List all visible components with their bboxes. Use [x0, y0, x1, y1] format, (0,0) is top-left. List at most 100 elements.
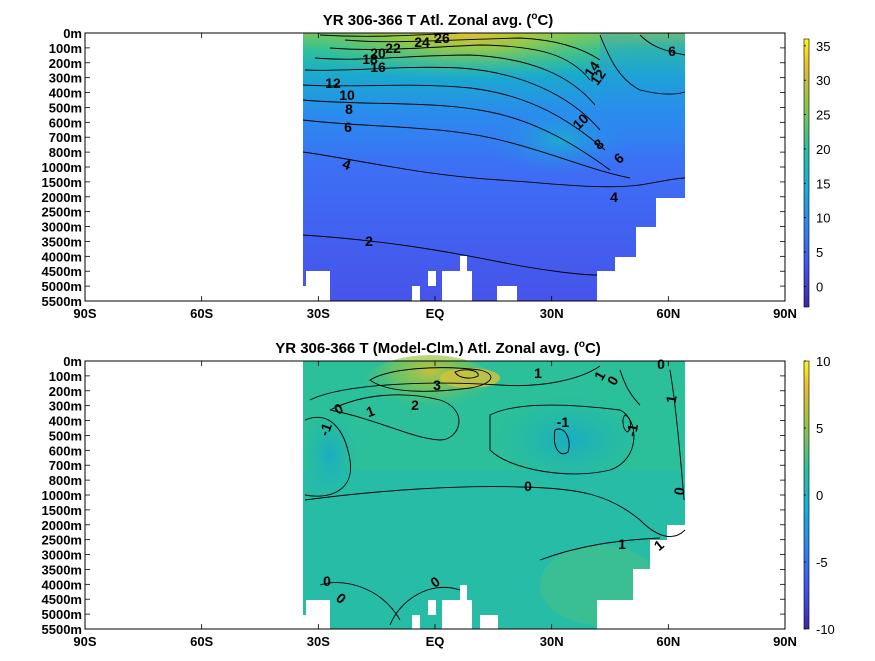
p1-label-26: 26	[434, 30, 450, 46]
colorbar-tick-label: 15	[816, 176, 830, 191]
y-tick-label: 100m	[49, 41, 82, 56]
colorbar-tick-label: 5	[816, 245, 823, 260]
p2-label-0d: 0	[524, 478, 532, 494]
p2-label-2: 2	[411, 397, 419, 413]
y-tick-label: 3000m	[42, 220, 82, 235]
panel-1-title: YR 306-366 T Atl. Zonal avg. (oC)	[323, 11, 554, 29]
x-tick-label: 60N	[656, 306, 680, 321]
y-tick-label: 4000m	[42, 577, 82, 592]
p1-label-24: 24	[414, 34, 430, 50]
y-tick-label: 300m	[49, 399, 82, 414]
x-tick-label: EQ	[426, 306, 445, 321]
y-tick-label: 5500m	[42, 622, 82, 637]
y-tick-label: 500m	[49, 428, 82, 443]
panel-2-field: 3 2 1 1 1 1 1 0 0 0 0 0 0 0 -1 -1 -1 1 0	[302, 355, 688, 630]
x-tick-label: 30S	[307, 306, 330, 321]
y-tick-label: 2500m	[42, 533, 82, 548]
p1-label-2: 2	[365, 233, 373, 249]
y-tick-label: 800m	[49, 473, 82, 488]
panel-1-contours	[302, 32, 686, 276]
p2-label-0f: 0	[323, 573, 331, 589]
y-tick-label: 5500m	[42, 294, 82, 309]
y-tick-label: 700m	[49, 130, 82, 145]
p2-label-1d: 1	[618, 536, 626, 552]
p2-label-m1c: -1	[316, 421, 335, 438]
p1-label-12a: 12	[325, 75, 341, 91]
colorbar-tick-label: -5	[816, 555, 828, 570]
panel-1-field: 26 24 22 20 18 16 14 12 12 10 10 8 8 6 6…	[302, 30, 687, 302]
panel-2-y-axis: 0m100m200m300m400m500m600m700m800m1000m1…	[42, 354, 785, 637]
panel-2-title: YR 306-366 T (Model-Clm.) Atl. Zonal avg…	[275, 339, 601, 357]
y-tick-label: 2500m	[42, 205, 82, 220]
p1-label-8a: 8	[345, 101, 353, 117]
y-tick-label: 1500m	[42, 175, 82, 190]
x-tick-label: 60N	[656, 634, 680, 649]
colorbar-tick-label: 35	[816, 39, 830, 54]
y-tick-label: 700m	[49, 458, 82, 473]
x-tick-label: 30N	[540, 634, 564, 649]
colorbar-tick-label: 0	[816, 279, 823, 294]
colorbar-tick-label: 25	[816, 108, 830, 123]
y-tick-label: 3500m	[42, 562, 82, 577]
colorbar-tick-label: 10	[816, 211, 830, 226]
panel-1-colorbar	[803, 38, 810, 308]
x-tick-label: 90N	[773, 634, 797, 649]
y-tick-label: 600m	[49, 115, 82, 130]
y-tick-label: 3000m	[42, 548, 82, 563]
y-tick-label: 0m	[63, 354, 82, 369]
y-tick-label: 600m	[49, 443, 82, 458]
y-tick-label: 2000m	[42, 190, 82, 205]
colorbar-tick-label: 10	[816, 354, 830, 369]
panel-2-bathymetry-mask	[303, 525, 687, 630]
y-tick-label: 5000m	[42, 279, 82, 294]
colorbar-tick-label: 0	[816, 488, 823, 503]
panel-2-x-axis: 90S 60S 30S EQ 30N 60N 90N	[73, 361, 797, 649]
p1-label-18: 18	[362, 51, 378, 67]
colorbar-tick-label: -10	[816, 622, 835, 637]
p2-label-0a: 0	[657, 356, 665, 372]
panel-1-colorbar-ticks: 35 30 25 20 15 10 5 0	[804, 39, 830, 294]
colorbar-tick-label: 5	[816, 421, 823, 436]
panel-1-x-axis: 90S 60S 30S EQ 30N 60N 90N	[73, 33, 797, 321]
y-tick-label: 400m	[49, 414, 82, 429]
panel-2-colorbar-ticks: 10 5 0 -5 -10	[804, 354, 835, 637]
y-tick-label: 1000m	[42, 160, 82, 175]
y-tick-label: 300m	[49, 71, 82, 86]
p2-label-1b: 1	[534, 365, 542, 381]
y-tick-label: 4500m	[42, 264, 82, 279]
x-tick-label: EQ	[426, 634, 445, 649]
p2-label-m1a: -1	[557, 414, 570, 430]
panel-2-contours	[304, 365, 686, 626]
y-tick-label: 5000m	[42, 607, 82, 622]
p1-label-10a: 10	[339, 87, 355, 103]
y-tick-label: 400m	[49, 86, 82, 101]
y-tick-label: 4000m	[42, 249, 82, 264]
x-tick-label: 90S	[73, 634, 96, 649]
x-tick-label: 90N	[773, 306, 797, 321]
p2-label-m1b: -1	[623, 422, 641, 437]
colorbar-tick-label: 30	[816, 73, 830, 88]
p1-label-4b: 4	[610, 189, 618, 205]
y-tick-label: 1500m	[42, 503, 82, 518]
panel-2: YR 306-366 T (Model-Clm.) Atl. Zonal avg…	[42, 339, 835, 649]
y-tick-label: 1000m	[42, 488, 82, 503]
y-tick-label: 0m	[63, 26, 82, 41]
y-tick-label: 200m	[49, 56, 82, 71]
y-tick-label: 100m	[49, 369, 82, 384]
p1-label-6c: 6	[668, 43, 676, 59]
panel-1: YR 306-366 T Atl. Zonal avg. (oC)	[42, 11, 831, 321]
y-tick-label: 3500m	[42, 234, 82, 249]
x-tick-label: 90S	[73, 306, 96, 321]
y-tick-label: 500m	[49, 100, 82, 115]
p2-label-3: 3	[433, 377, 441, 393]
panel-1-y-axis: 0m100m200m300m400m500m600m700m800m1000m1…	[42, 26, 785, 309]
x-tick-label: 60S	[190, 306, 213, 321]
panel-1-bathymetry-mask	[303, 198, 687, 302]
p1-label-20: 20	[370, 45, 386, 61]
y-tick-label: 200m	[49, 384, 82, 399]
p1-label-16: 16	[370, 59, 386, 75]
y-tick-label: 4500m	[42, 592, 82, 607]
p1-label-22: 22	[385, 40, 401, 56]
x-tick-label: 30S	[307, 634, 330, 649]
